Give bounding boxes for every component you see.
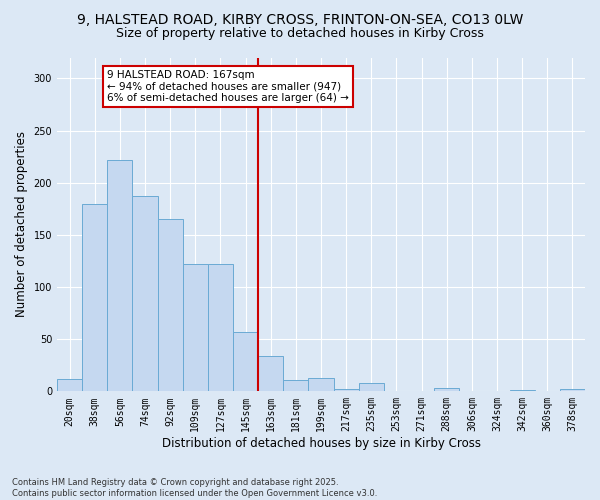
- Text: Contains HM Land Registry data © Crown copyright and database right 2025.
Contai: Contains HM Land Registry data © Crown c…: [12, 478, 377, 498]
- Text: 9 HALSTEAD ROAD: 167sqm
← 94% of detached houses are smaller (947)
6% of semi-de: 9 HALSTEAD ROAD: 167sqm ← 94% of detache…: [107, 70, 349, 103]
- Y-axis label: Number of detached properties: Number of detached properties: [15, 132, 28, 318]
- Bar: [560, 389, 585, 392]
- Bar: [158, 219, 183, 392]
- Bar: [233, 332, 258, 392]
- Bar: [509, 390, 535, 392]
- X-axis label: Distribution of detached houses by size in Kirby Cross: Distribution of detached houses by size …: [161, 437, 481, 450]
- Bar: [308, 378, 334, 392]
- Bar: [258, 356, 283, 392]
- Bar: [57, 379, 82, 392]
- Text: 9, HALSTEAD ROAD, KIRBY CROSS, FRINTON-ON-SEA, CO13 0LW: 9, HALSTEAD ROAD, KIRBY CROSS, FRINTON-O…: [77, 12, 523, 26]
- Bar: [208, 264, 233, 392]
- Bar: [107, 160, 133, 392]
- Bar: [334, 389, 359, 392]
- Bar: [183, 264, 208, 392]
- Bar: [359, 383, 384, 392]
- Bar: [283, 380, 308, 392]
- Bar: [434, 388, 459, 392]
- Bar: [133, 196, 158, 392]
- Text: Size of property relative to detached houses in Kirby Cross: Size of property relative to detached ho…: [116, 28, 484, 40]
- Bar: [82, 204, 107, 392]
